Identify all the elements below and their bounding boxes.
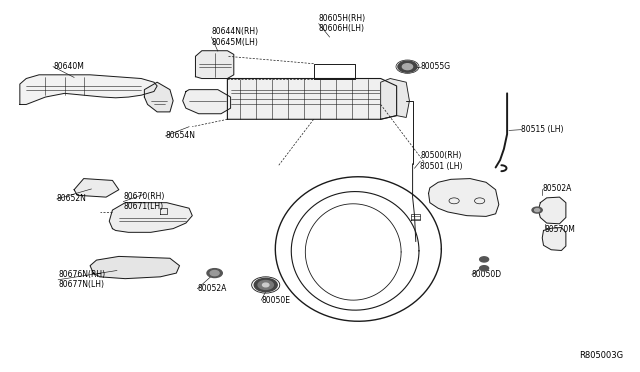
Text: 80515 (LH): 80515 (LH) bbox=[521, 125, 564, 134]
Circle shape bbox=[403, 64, 413, 70]
Text: 80605H(RH)
80606H(LH): 80605H(RH) 80606H(LH) bbox=[319, 14, 366, 33]
Text: R805003G: R805003G bbox=[579, 351, 623, 360]
Polygon shape bbox=[538, 197, 566, 224]
Text: 80050E: 80050E bbox=[261, 296, 291, 305]
Text: 80676N(RH)
80677N(LH): 80676N(RH) 80677N(LH) bbox=[58, 270, 106, 289]
Polygon shape bbox=[109, 203, 192, 232]
Text: 80652N: 80652N bbox=[57, 195, 87, 203]
Text: 80670(RH)
80671(LH): 80670(RH) 80671(LH) bbox=[124, 192, 164, 211]
Polygon shape bbox=[90, 256, 179, 279]
Polygon shape bbox=[542, 228, 566, 250]
Text: 80050D: 80050D bbox=[472, 270, 502, 279]
Circle shape bbox=[258, 280, 273, 289]
Polygon shape bbox=[182, 90, 230, 114]
Text: 80055G: 80055G bbox=[420, 62, 451, 71]
Circle shape bbox=[532, 207, 542, 213]
Polygon shape bbox=[227, 78, 397, 119]
Polygon shape bbox=[381, 78, 410, 119]
Text: 80500(RH)
80501 (LH): 80500(RH) 80501 (LH) bbox=[420, 151, 463, 171]
Text: 80644N(RH)
80645M(LH): 80644N(RH) 80645M(LH) bbox=[211, 27, 259, 47]
Polygon shape bbox=[74, 179, 119, 197]
Circle shape bbox=[262, 283, 269, 287]
Polygon shape bbox=[195, 51, 234, 78]
Circle shape bbox=[210, 270, 219, 276]
Text: 80502A: 80502A bbox=[542, 185, 572, 193]
Circle shape bbox=[254, 278, 277, 292]
Polygon shape bbox=[429, 179, 499, 217]
Polygon shape bbox=[20, 75, 157, 105]
Text: 80654N: 80654N bbox=[166, 131, 195, 141]
Circle shape bbox=[479, 257, 488, 262]
Polygon shape bbox=[145, 82, 173, 112]
Text: 80640M: 80640M bbox=[53, 62, 84, 71]
Circle shape bbox=[207, 269, 222, 278]
Circle shape bbox=[534, 209, 540, 212]
Text: 80052A: 80052A bbox=[197, 284, 227, 293]
Text: 80570M: 80570M bbox=[545, 225, 575, 234]
Circle shape bbox=[398, 61, 417, 72]
Circle shape bbox=[479, 266, 488, 271]
